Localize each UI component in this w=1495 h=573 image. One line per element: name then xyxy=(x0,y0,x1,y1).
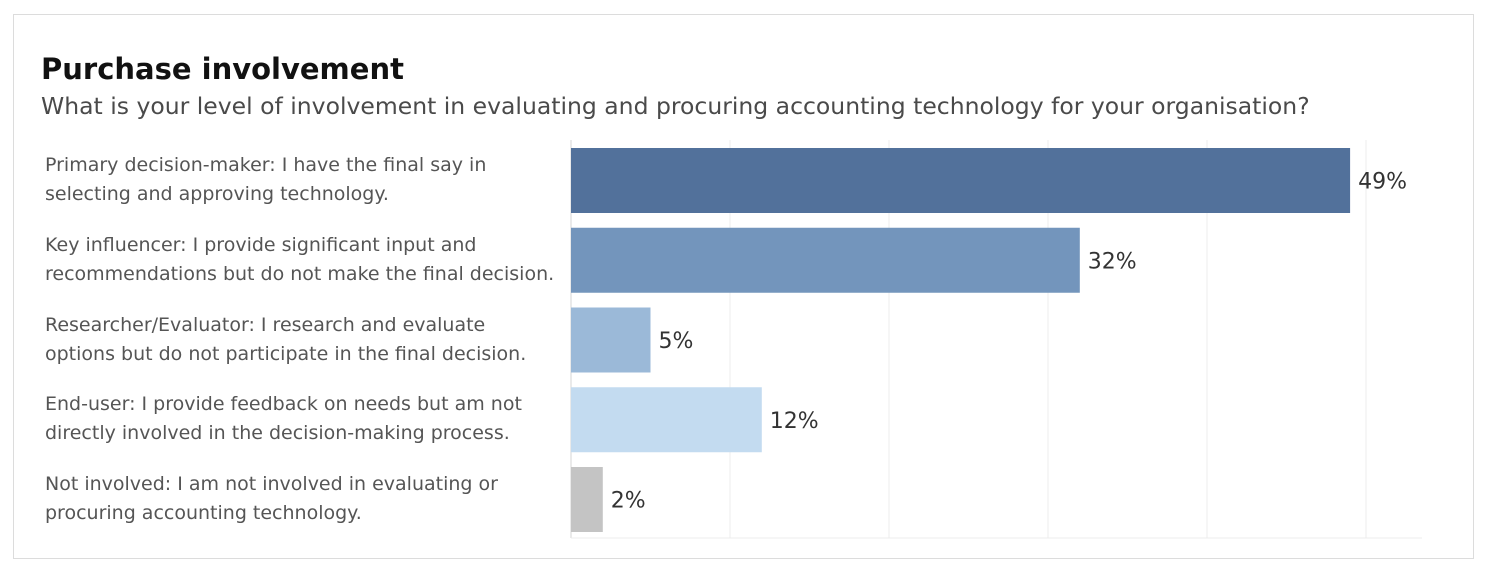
bar xyxy=(571,387,762,453)
category-label-line: recommendations but do not make the fina… xyxy=(45,262,555,285)
category-label-line: procuring accounting technology. xyxy=(45,502,362,524)
bar xyxy=(571,307,651,373)
category-label: Researcher/Evaluator: I research and eva… xyxy=(45,311,565,369)
category-label: Primary decision-maker: I have the final… xyxy=(45,151,565,209)
category-label: End-user: I provide feedback on needs bu… xyxy=(45,390,565,448)
data-label: 32% xyxy=(1088,249,1137,274)
category-label-line: Not involved: I am not involved in evalu… xyxy=(45,473,498,495)
data-label: 49% xyxy=(1358,170,1407,195)
bar xyxy=(571,467,603,532)
category-label-line: End-user: I provide feedback on needs bu… xyxy=(45,393,522,416)
chart-subtitle: What is your level of involvement in eva… xyxy=(41,92,1310,120)
category-label-line: selecting and approving technology. xyxy=(45,183,389,205)
data-label: 2% xyxy=(611,489,646,514)
category-label-line: directly involved in the decision-making… xyxy=(45,422,510,445)
bar xyxy=(571,227,1080,293)
category-label-line: Primary decision-maker: I have the final… xyxy=(45,154,487,176)
category-label-line: Key influencer: I provide significant in… xyxy=(45,233,477,256)
data-label: 12% xyxy=(770,409,819,434)
chart-title: Purchase involvement xyxy=(41,52,404,86)
category-label-line: options but do not participate in the fi… xyxy=(45,342,527,365)
data-label: 5% xyxy=(659,329,694,354)
bar xyxy=(571,148,1351,213)
category-label: Key influencer: I provide significant in… xyxy=(45,231,565,289)
category-label-line: Researcher/Evaluator: I research and eva… xyxy=(45,313,486,336)
category-label: Not involved: I am not involved in evalu… xyxy=(45,470,565,528)
